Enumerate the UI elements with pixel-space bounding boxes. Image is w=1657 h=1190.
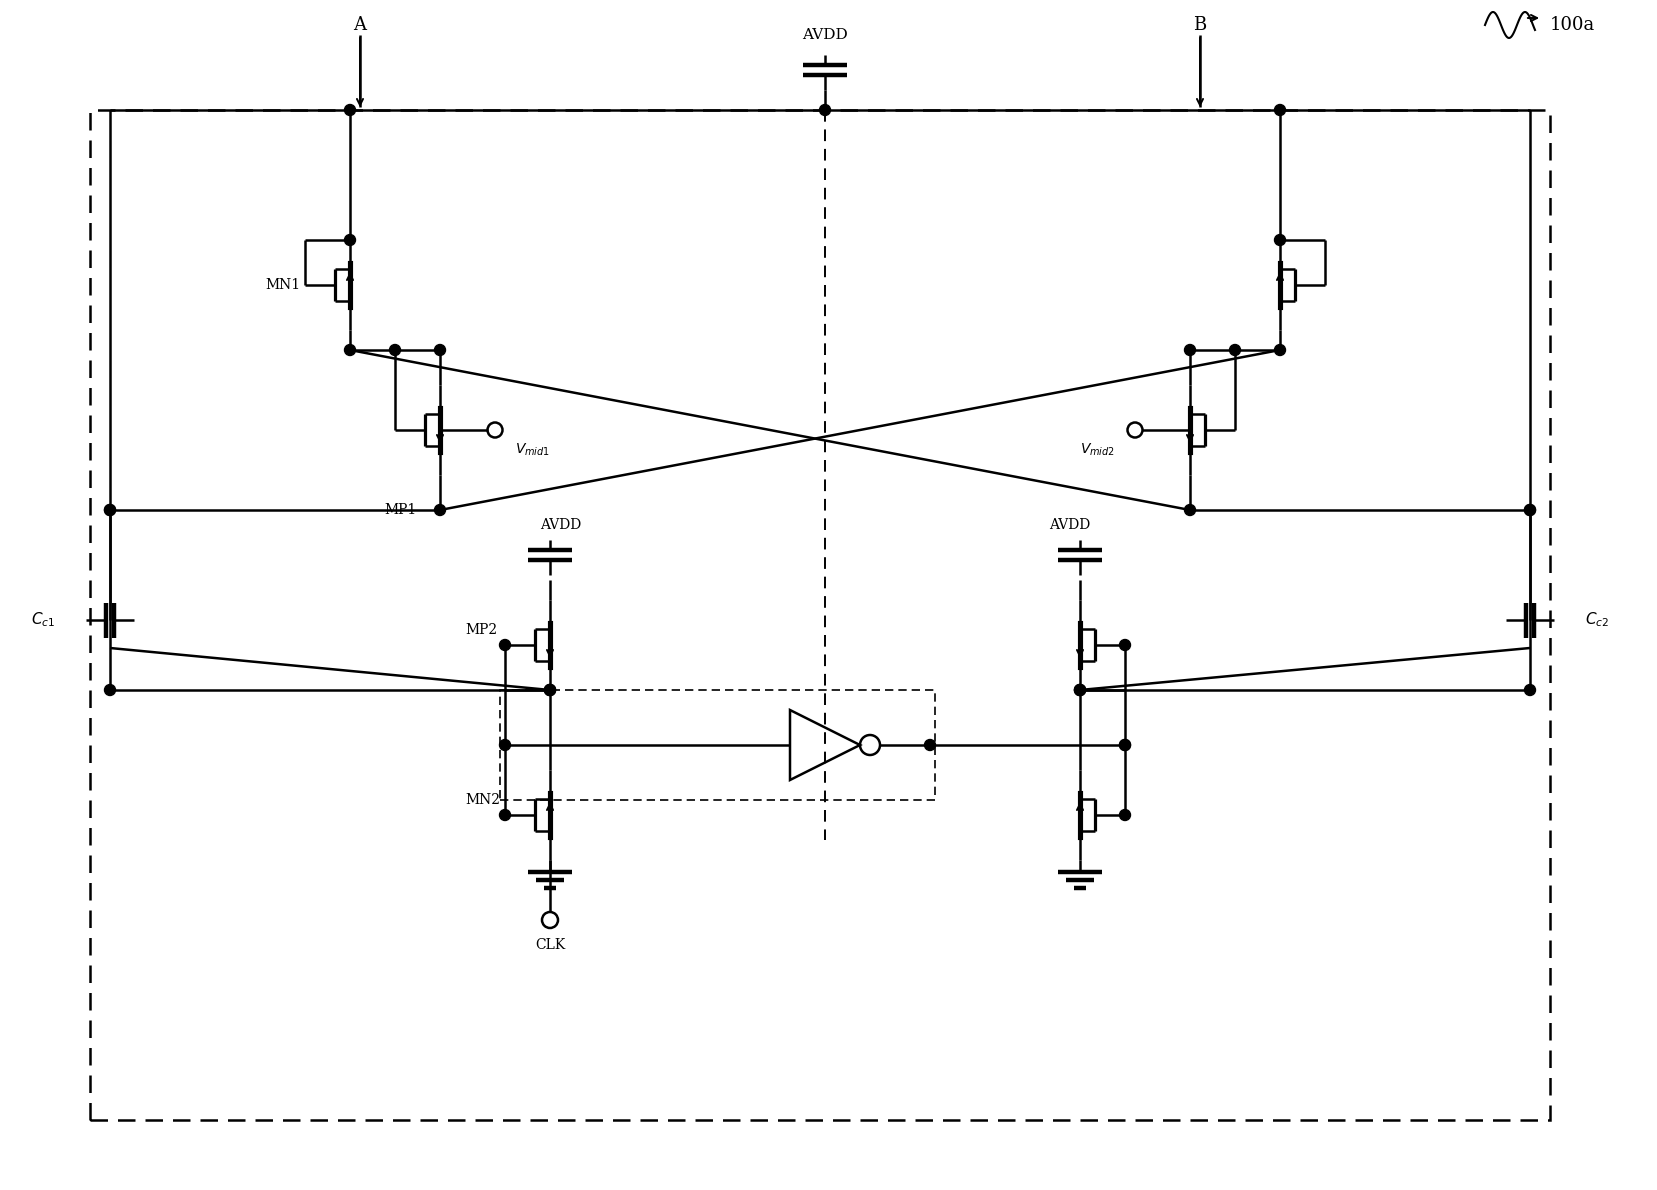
Text: AVDD: AVDD [1049, 518, 1090, 532]
Text: MP1: MP1 [384, 503, 416, 516]
Circle shape [104, 505, 116, 515]
Circle shape [1274, 105, 1286, 115]
Text: MN2: MN2 [466, 793, 500, 807]
Bar [500, 690, 935, 800]
Text: CLK: CLK [535, 938, 565, 952]
Text: B: B [1193, 15, 1206, 35]
Circle shape [389, 344, 401, 356]
Text: MP2: MP2 [466, 624, 497, 637]
Text: A: A [353, 15, 366, 35]
Circle shape [434, 505, 446, 515]
Circle shape [1120, 739, 1130, 751]
Text: MN1: MN1 [265, 278, 300, 292]
Circle shape [545, 684, 555, 695]
Circle shape [1524, 505, 1536, 515]
Bar [89, 109, 1549, 1120]
Text: $C_{c1}$: $C_{c1}$ [31, 610, 55, 630]
Circle shape [1074, 684, 1085, 695]
Circle shape [1274, 234, 1286, 245]
Circle shape [1524, 505, 1536, 515]
Text: $V_{mid2}$: $V_{mid2}$ [1080, 441, 1115, 458]
Circle shape [1524, 684, 1536, 695]
Circle shape [499, 639, 510, 651]
Circle shape [499, 809, 510, 820]
Circle shape [1120, 739, 1130, 751]
Circle shape [1185, 505, 1195, 515]
Circle shape [345, 105, 356, 115]
Circle shape [1074, 684, 1085, 695]
Circle shape [1274, 344, 1286, 356]
Circle shape [104, 505, 116, 515]
Text: AVDD: AVDD [540, 518, 582, 532]
Text: 100a: 100a [1549, 15, 1596, 35]
Circle shape [1120, 809, 1130, 820]
Circle shape [1229, 344, 1241, 356]
Text: $C_{c2}$: $C_{c2}$ [1586, 610, 1609, 630]
Circle shape [1185, 344, 1195, 356]
Circle shape [545, 684, 555, 695]
Circle shape [545, 684, 555, 695]
Circle shape [1074, 684, 1085, 695]
Circle shape [499, 739, 510, 751]
Circle shape [925, 739, 936, 751]
Circle shape [345, 344, 356, 356]
Text: AVDD: AVDD [802, 29, 848, 42]
Circle shape [434, 344, 446, 356]
Circle shape [1120, 639, 1130, 651]
Text: $V_{mid1}$: $V_{mid1}$ [515, 441, 550, 458]
Circle shape [820, 105, 830, 115]
Circle shape [345, 234, 356, 245]
Circle shape [104, 684, 116, 695]
